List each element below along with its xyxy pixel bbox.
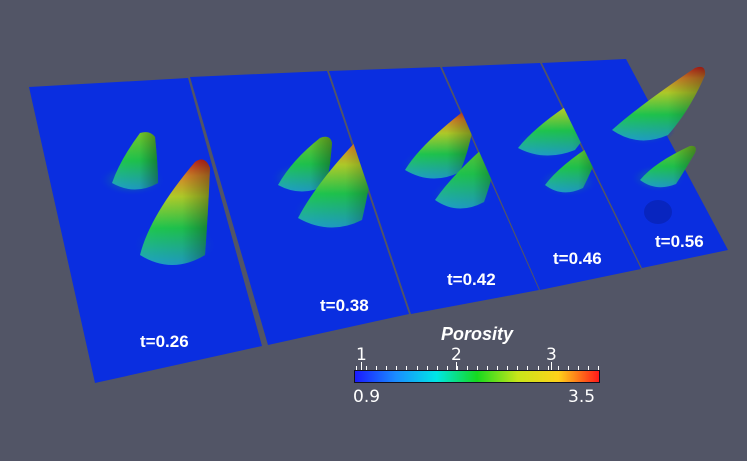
- colorbar-minor-tick: [538, 366, 539, 370]
- colorbar-minor-tick: [447, 366, 448, 370]
- time-label: t=0.56: [655, 232, 704, 251]
- colorbar-minor-tick: [417, 366, 418, 370]
- colorbar-minor-tick: [477, 366, 478, 370]
- colorbar-minor-tick: [467, 366, 468, 370]
- colorbar-max-label: 3.5: [568, 387, 596, 407]
- colorbar-minor-tick: [437, 366, 438, 370]
- panel-1: t=0.26: [29, 78, 262, 383]
- peak-cone-shade: [545, 142, 601, 193]
- colorbar-tick: [456, 362, 457, 370]
- colorbar-tick-label: 1: [356, 345, 367, 365]
- panel-2: t=0.38: [190, 71, 409, 345]
- peak-cone-shade: [298, 131, 377, 228]
- colorbar-tick: [361, 362, 362, 370]
- peak-cone-shade: [405, 108, 475, 179]
- peak-cone-shade: [278, 136, 332, 192]
- peak-cone-shade: [140, 159, 210, 265]
- colorbar-minor-tick: [548, 366, 549, 370]
- colorbar-minor-tick: [558, 366, 559, 370]
- time-label: t=0.42: [447, 270, 496, 289]
- colorbar-minor-tick: [598, 366, 599, 370]
- panel-3: t=0.42: [329, 67, 539, 314]
- colorbar-min-label: 0.9: [353, 387, 381, 407]
- colorbar-minor-tick: [497, 366, 498, 370]
- colorbar-minor-tick: [406, 366, 407, 370]
- time-label: t=0.46: [553, 249, 602, 268]
- colorbar-minor-tick: [527, 366, 528, 370]
- colorbar-minor-tick: [386, 366, 387, 370]
- colorbar-gradient: [354, 370, 600, 383]
- colorbar-minor-tick: [517, 366, 518, 370]
- time-label: t=0.26: [140, 332, 189, 351]
- colorbar-tick: [551, 362, 552, 370]
- colorbar-minor-tick: [487, 366, 488, 370]
- colorbar-minor-tick: [578, 366, 579, 370]
- colorbar-tick-label: 3: [546, 345, 557, 365]
- panel-5: t=0.56: [542, 59, 728, 268]
- colorbar-minor-tick: [366, 366, 367, 370]
- peak-cone-shade: [612, 66, 706, 141]
- colorbar-minor-tick: [457, 366, 458, 370]
- colorbar-minor-tick: [568, 366, 569, 370]
- colorbar-minor-tick: [588, 366, 589, 370]
- colorbar-minor-tick: [427, 366, 428, 370]
- peak-cone-shade: [112, 132, 158, 190]
- colorbar-minor-tick: [376, 366, 377, 370]
- colorbar-title: Porosity: [441, 324, 514, 344]
- colorbar-tick-label: 2: [451, 345, 462, 365]
- colorbar-minor-tick: [356, 366, 357, 370]
- peak-cone-shade: [640, 145, 696, 188]
- porosity-field: [542, 59, 728, 268]
- colorbar-minor-tick: [507, 366, 508, 370]
- time-label: t=0.38: [320, 296, 369, 315]
- colorbar-minor-tick: [396, 366, 397, 370]
- porosity-trough: [644, 200, 672, 224]
